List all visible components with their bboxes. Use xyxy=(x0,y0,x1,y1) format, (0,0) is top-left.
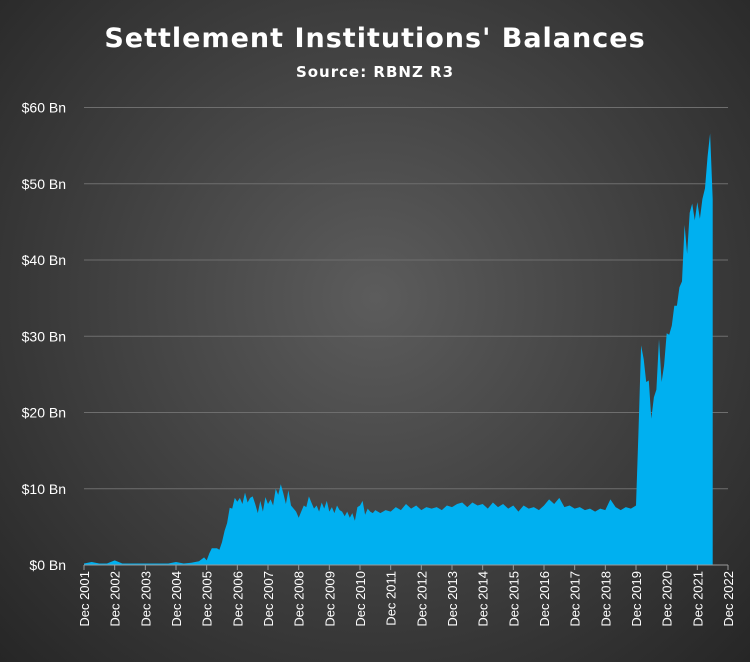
y-tick-label: $30 Bn xyxy=(22,328,66,344)
x-axis xyxy=(83,564,729,570)
x-tick-label: Dec 2007 xyxy=(261,571,276,627)
chart-title: Settlement Institutions' Balances xyxy=(104,23,645,54)
x-tick-label: Dec 2020 xyxy=(660,571,675,627)
x-tick-label: Dec 2013 xyxy=(445,571,460,627)
x-tick-label: Dec 2015 xyxy=(506,571,521,627)
y-tick-label: $10 Bn xyxy=(22,481,66,497)
x-tick-label: Dec 2003 xyxy=(138,571,153,627)
y-tick-label: $20 Bn xyxy=(22,405,66,421)
x-tick-label: Dec 2011 xyxy=(384,571,399,626)
y-tick-label: $50 Bn xyxy=(22,176,66,192)
gridlines xyxy=(84,107,728,490)
x-tick-label: Dec 2021 xyxy=(690,571,705,627)
y-tick-label: $60 Bn xyxy=(22,100,66,116)
x-tick-label: Dec 2004 xyxy=(169,571,184,627)
x-tick-label: Dec 2008 xyxy=(292,571,307,627)
x-tick-label: Dec 2005 xyxy=(200,571,215,627)
x-tick-label: Dec 2002 xyxy=(108,571,123,627)
y-tick-label: $40 Bn xyxy=(22,252,66,268)
x-tick-label: Dec 2006 xyxy=(230,571,245,627)
chart-subtitle: Source: RBNZ R3 xyxy=(296,63,454,81)
x-tick-label: Dec 2010 xyxy=(353,571,368,627)
x-tick-label: Dec 2019 xyxy=(629,571,644,627)
x-tick-label: Dec 2018 xyxy=(598,571,613,627)
plot-area xyxy=(84,133,713,565)
x-tick-label: Dec 2022 xyxy=(721,571,736,627)
x-tick-label: Dec 2017 xyxy=(568,571,583,627)
x-tick-label: Dec 2001 xyxy=(77,571,92,627)
x-tick-label: Dec 2012 xyxy=(414,571,429,627)
x-tick-label: Dec 2016 xyxy=(537,571,552,627)
balance-area xyxy=(84,133,713,565)
y-axis-tick-labels: $0 Bn $10 Bn $20 Bn $30 Bn $40 Bn $50 Bn $60 B… xyxy=(22,100,66,574)
x-axis-tick-labels: Dec 2001 Dec 2002 Dec 2003 Dec 2004 Dec 2005… xyxy=(77,571,736,627)
y-tick-label: $0 Bn xyxy=(29,557,66,573)
x-tick-label: Dec 2014 xyxy=(476,571,491,627)
x-tick-label: Dec 2009 xyxy=(322,571,337,627)
